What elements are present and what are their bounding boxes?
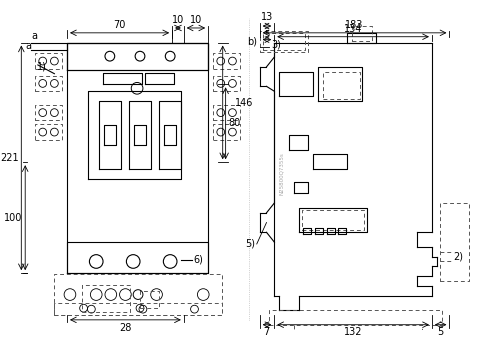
Text: 70: 70 bbox=[114, 20, 126, 30]
Text: 80: 80 bbox=[228, 118, 241, 128]
Text: 132: 132 bbox=[344, 327, 362, 337]
Text: 134: 134 bbox=[344, 24, 362, 34]
Text: b): b) bbox=[247, 37, 257, 47]
Text: 221: 221 bbox=[0, 153, 18, 163]
Text: 10: 10 bbox=[172, 15, 184, 25]
Text: 100: 100 bbox=[4, 213, 22, 223]
Text: 3): 3) bbox=[272, 40, 281, 49]
Text: 5): 5) bbox=[245, 239, 255, 249]
Text: a: a bbox=[31, 31, 37, 41]
Text: 183: 183 bbox=[345, 20, 363, 30]
Text: a: a bbox=[25, 42, 31, 51]
Text: 1): 1) bbox=[37, 62, 47, 72]
Text: 2): 2) bbox=[454, 251, 464, 262]
Text: N25800Q7355s: N25800Q7355s bbox=[279, 152, 284, 195]
Text: 7: 7 bbox=[264, 327, 270, 337]
Text: 146: 146 bbox=[236, 98, 254, 108]
Text: 6): 6) bbox=[194, 255, 203, 265]
Text: 13: 13 bbox=[262, 12, 274, 22]
Text: 5: 5 bbox=[438, 327, 444, 337]
Text: 10: 10 bbox=[190, 15, 202, 25]
Text: 5: 5 bbox=[265, 30, 270, 39]
Text: 28: 28 bbox=[119, 323, 132, 333]
